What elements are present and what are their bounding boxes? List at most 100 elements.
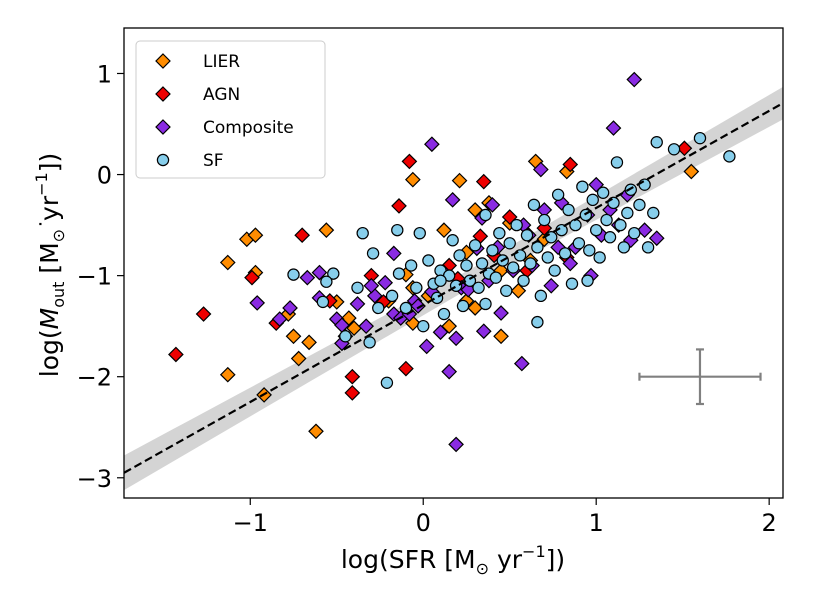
data-point-sf <box>723 150 736 163</box>
y-axis-label-dot: ˙ <box>37 219 62 230</box>
data-point-sf <box>422 254 435 267</box>
data-point-lier <box>301 334 317 351</box>
data-point-sf <box>391 223 404 237</box>
legend-marker-lier <box>155 53 171 69</box>
data-point-sf <box>610 156 624 169</box>
data-point-sf <box>486 244 499 257</box>
data-point-sf <box>316 295 330 309</box>
data-point-composite <box>249 295 266 311</box>
data-point-sf <box>641 241 655 254</box>
data-point-sf <box>366 247 380 260</box>
data-point-sf <box>531 315 544 329</box>
data-point-sf <box>479 297 492 311</box>
data-point-composite <box>513 355 530 372</box>
data-point-agn <box>391 198 407 214</box>
data-point-composite <box>424 136 440 153</box>
data-point-composite <box>432 324 449 341</box>
data-point-composite <box>377 274 394 291</box>
data-point-composite <box>493 305 509 321</box>
data-point-composite <box>271 311 288 327</box>
data-point-composite <box>605 120 622 136</box>
data-point-lier <box>436 222 452 238</box>
data-point-sf <box>493 226 506 240</box>
x-tick-label: 0 <box>416 509 431 537</box>
data-point-sf <box>527 198 541 212</box>
data-point-sf <box>589 223 603 237</box>
data-point-agn <box>195 306 212 322</box>
data-point-sf <box>434 274 447 287</box>
data-point-sf <box>327 267 340 280</box>
data-point-lier <box>493 328 509 345</box>
data-point-lier <box>683 163 700 180</box>
data-point-composite <box>484 197 501 213</box>
data-point-sf <box>558 247 572 260</box>
data-point-sf <box>600 213 613 227</box>
data-point-agn <box>344 368 361 385</box>
data-point-lier <box>451 172 468 189</box>
legend-label-lier: LIER <box>203 52 240 72</box>
series-sf <box>287 131 736 389</box>
data-point-sf <box>517 274 530 287</box>
data-point-sf <box>607 196 620 210</box>
data-point-sf <box>693 131 707 145</box>
legend-label-composite: Composite <box>203 118 294 138</box>
data-point-lier <box>308 423 324 440</box>
data-point-composite <box>358 318 375 335</box>
x-axis-label: log(SFR [M⊙ yr−1]) <box>341 542 565 578</box>
legend-marker-agn <box>155 86 171 102</box>
data-point-sf <box>500 284 513 297</box>
data-point-sf <box>460 259 473 272</box>
legend-marker-composite <box>155 119 171 135</box>
data-point-agn <box>294 227 311 244</box>
data-point-sf <box>489 271 503 284</box>
data-point-sf <box>614 218 627 232</box>
data-point-sf <box>534 289 548 303</box>
data-point-sf <box>647 206 660 220</box>
data-point-sf <box>621 206 634 220</box>
data-point-sf <box>385 289 399 303</box>
x-tick-label: 2 <box>762 509 777 537</box>
data-point-lier <box>219 366 236 383</box>
data-point-sf <box>453 249 466 262</box>
data-point-agn <box>562 156 579 173</box>
y-axis-ticks: −3 −2 −1 0 1 <box>77 60 124 493</box>
data-point-composite <box>444 191 461 208</box>
data-point-sf <box>456 299 470 313</box>
data-point-sf <box>650 136 663 149</box>
data-point-sf <box>372 301 385 315</box>
data-point-sf <box>320 275 333 288</box>
data-point-lier <box>247 227 264 244</box>
data-point-sf <box>538 213 551 227</box>
data-point-agn <box>398 360 414 377</box>
data-point-sf <box>363 336 376 349</box>
data-point-sf <box>513 249 527 262</box>
data-point-sf <box>583 244 596 257</box>
data-point-composite <box>636 222 653 238</box>
data-point-composite <box>385 306 402 322</box>
data-point-sf <box>548 264 561 277</box>
y-tick-label: 0 <box>97 162 112 190</box>
data-point-agn <box>475 173 492 190</box>
x-tick-label: 1 <box>589 509 604 537</box>
data-point-composite <box>385 245 402 262</box>
data-point-sf <box>475 257 489 270</box>
y-tick-label: 1 <box>97 60 112 88</box>
error-bar <box>638 348 762 406</box>
data-point-sf <box>506 261 520 274</box>
data-point-sf <box>479 208 492 222</box>
legend: LIER AGN Composite SF <box>135 40 326 179</box>
plot-frame <box>123 27 784 499</box>
points-layer <box>168 71 736 453</box>
y-tick-label: −2 <box>77 364 112 392</box>
data-point-composite <box>648 230 665 247</box>
data-point-composite <box>410 298 426 314</box>
data-point-agn <box>244 269 260 286</box>
data-point-lier <box>285 328 302 345</box>
data-point-composite <box>418 338 435 355</box>
data-point-sf <box>633 198 646 212</box>
data-point-composite <box>311 264 328 281</box>
data-point-sf <box>541 251 554 264</box>
data-point-sf <box>586 193 599 207</box>
data-point-sf <box>339 330 352 343</box>
data-point-lier <box>405 171 421 188</box>
